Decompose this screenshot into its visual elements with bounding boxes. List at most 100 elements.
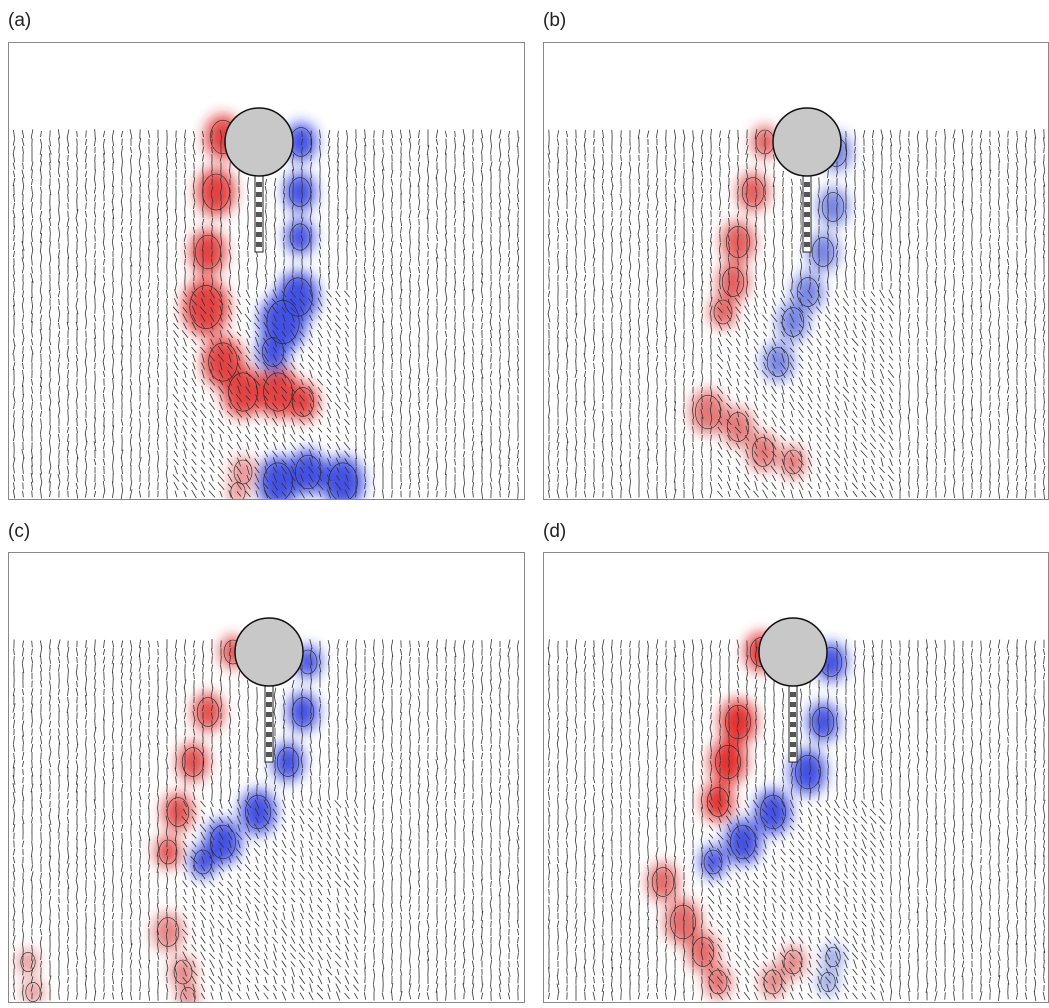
plate-mark [266, 712, 272, 717]
plate-mark [266, 742, 272, 747]
contour [261, 337, 285, 367]
contour [288, 177, 312, 207]
field [12, 617, 520, 1003]
plate-mark [790, 722, 796, 727]
contour [202, 173, 230, 211]
contour [721, 267, 745, 297]
contour [821, 192, 845, 222]
panel-label: (a) [8, 10, 31, 31]
contour [245, 794, 271, 830]
contour [796, 277, 820, 307]
plate-mark [790, 732, 796, 737]
cylinder [234, 617, 304, 687]
contour [230, 482, 246, 500]
contour [726, 226, 751, 258]
plate-mark [790, 712, 796, 717]
contour [181, 747, 205, 777]
contour [193, 849, 213, 875]
panel-frame [8, 42, 525, 500]
contour [795, 754, 821, 790]
contour [760, 794, 786, 830]
plate-mark [266, 702, 272, 707]
contour [766, 347, 790, 377]
contour [741, 177, 765, 207]
contour [328, 462, 358, 500]
contour [708, 969, 728, 995]
plate-mark [790, 692, 796, 697]
plate-mark [790, 702, 796, 707]
contour [180, 987, 196, 1003]
contour [751, 437, 775, 467]
contour [651, 867, 675, 897]
contour [210, 824, 236, 860]
plate-mark [790, 742, 796, 747]
plate-mark [256, 192, 262, 197]
field [12, 107, 520, 500]
contour [713, 299, 733, 325]
velocity-vectors [547, 129, 1046, 499]
contour [670, 904, 696, 940]
field [547, 617, 1046, 1001]
plate-mark [266, 752, 272, 757]
blob-part [182, 278, 230, 336]
velocity-vectors [12, 129, 520, 499]
contour [263, 462, 293, 500]
panel [543, 552, 1049, 1003]
contour [289, 223, 311, 251]
blob-part [322, 456, 364, 500]
contour [811, 707, 835, 737]
plate-mark [804, 242, 810, 247]
contour [703, 849, 723, 875]
panel [8, 552, 525, 1003]
contour [276, 747, 300, 777]
contour [811, 237, 835, 267]
panel-label: (d) [543, 521, 566, 542]
cylinder [772, 107, 842, 177]
blob-part [227, 479, 249, 500]
plate-mark [804, 222, 810, 227]
field [547, 107, 1046, 499]
blob-part [177, 984, 199, 1003]
velocity-vectors [547, 639, 1046, 1001]
panel [8, 42, 525, 500]
plate-mark [256, 232, 262, 237]
panel-label: (b) [543, 10, 566, 31]
cylinder [224, 107, 294, 177]
plate-mark [790, 752, 796, 757]
plate-mark [256, 182, 262, 187]
plate-mark [804, 232, 810, 237]
contour [158, 839, 178, 865]
contour [20, 952, 36, 972]
contour [706, 787, 730, 817]
velocity-vectors [12, 639, 520, 1001]
contour [233, 459, 253, 485]
contour [189, 285, 223, 329]
contour [825, 947, 841, 967]
cylinder [758, 617, 828, 687]
contour [208, 342, 238, 382]
contour [691, 937, 715, 967]
plate-mark [256, 212, 262, 217]
blob-part [257, 456, 299, 500]
plate-mark [256, 202, 262, 207]
contour [263, 372, 293, 412]
plate-mark [266, 722, 272, 727]
plate-mark [266, 732, 272, 737]
plate-mark [804, 192, 810, 197]
contour [715, 744, 741, 780]
plate-mark [804, 202, 810, 207]
contour [295, 454, 321, 490]
contour [173, 959, 193, 985]
plate-mark [256, 242, 262, 247]
plate-mark [256, 222, 262, 227]
panel [543, 42, 1049, 500]
contour [291, 387, 315, 417]
panel-label: (c) [8, 521, 30, 542]
contour [196, 697, 220, 727]
plate-mark [804, 182, 810, 187]
contour [695, 394, 721, 430]
contour [783, 449, 803, 475]
plate-mark [804, 212, 810, 217]
contour [156, 917, 180, 947]
